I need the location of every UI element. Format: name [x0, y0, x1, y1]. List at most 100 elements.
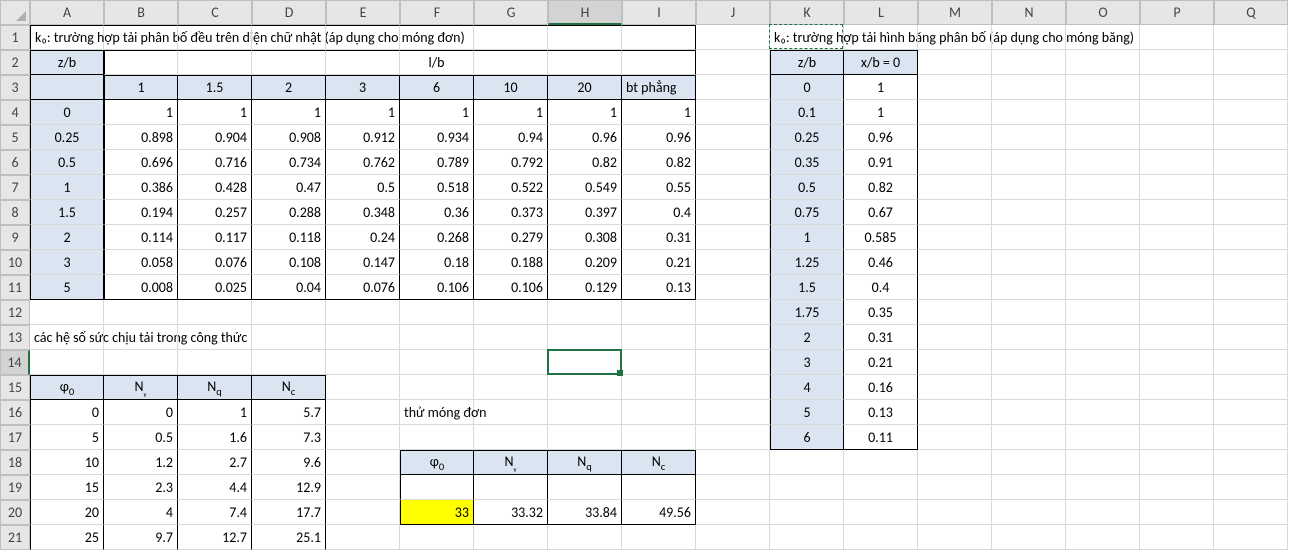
cell-D21[interactable]: 25.1 — [252, 525, 326, 550]
cell-G10[interactable]: 0.188 — [474, 250, 548, 275]
cell-I14[interactable] — [622, 350, 696, 375]
cell-F7[interactable]: 0.518 — [400, 175, 474, 200]
cell-D20[interactable]: 17.7 — [252, 500, 326, 525]
row-header-1[interactable]: 1 — [0, 25, 30, 50]
cell-I7[interactable]: 0.55 — [622, 175, 696, 200]
cell-B8[interactable]: 0.194 — [104, 200, 178, 225]
cell-P15[interactable] — [1140, 375, 1214, 400]
cell-L15[interactable]: 0.16 — [844, 375, 918, 400]
cell-Q2[interactable] — [1214, 50, 1288, 75]
cell-P14[interactable] — [1140, 350, 1214, 375]
cell-K1[interactable]: k₀: trường hợp tải hình băng phân bố (áp… — [770, 25, 844, 50]
cell-A5[interactable]: 0.25 — [30, 125, 104, 150]
cell-J12[interactable] — [696, 300, 770, 325]
cell-F18[interactable]: φ0 — [400, 450, 474, 475]
cell-G9[interactable]: 0.279 — [474, 225, 548, 250]
cell-K11[interactable]: 1.5 — [770, 275, 844, 300]
cell-C19[interactable]: 4.4 — [178, 475, 252, 500]
cell-P12[interactable] — [1140, 300, 1214, 325]
cell-L11[interactable]: 0.4 — [844, 275, 918, 300]
cell-M11[interactable] — [918, 275, 992, 300]
cell-J9[interactable] — [696, 225, 770, 250]
cell-Q15[interactable] — [1214, 375, 1288, 400]
cell-N11[interactable] — [992, 275, 1066, 300]
select-all-corner[interactable] — [0, 0, 30, 25]
row-header-11[interactable]: 11 — [0, 275, 30, 300]
cell-G19[interactable] — [474, 475, 548, 500]
cell-J14[interactable] — [696, 350, 770, 375]
cell-M12[interactable] — [918, 300, 992, 325]
cell-F21[interactable] — [400, 525, 474, 550]
cell-E9[interactable]: 0.24 — [326, 225, 400, 250]
cell-H2[interactable] — [548, 50, 622, 75]
cell-E1[interactable] — [326, 25, 400, 50]
cell-L19[interactable] — [844, 475, 918, 500]
cell-C13[interactable] — [178, 325, 252, 350]
cell-D4[interactable]: 1 — [252, 100, 326, 125]
cell-M20[interactable] — [918, 500, 992, 525]
cell-K5[interactable]: 0.25 — [770, 125, 844, 150]
cell-G15[interactable] — [474, 375, 548, 400]
cell-P18[interactable] — [1140, 450, 1214, 475]
cell-Q6[interactable] — [1214, 150, 1288, 175]
cell-L8[interactable]: 0.67 — [844, 200, 918, 225]
cell-J16[interactable] — [696, 400, 770, 425]
cell-E20[interactable] — [326, 500, 400, 525]
cell-D3[interactable]: 2 — [252, 75, 326, 100]
cell-H15[interactable] — [548, 375, 622, 400]
row-header-20[interactable]: 20 — [0, 500, 30, 525]
cell-O5[interactable] — [1066, 125, 1140, 150]
col-header-A[interactable]: A — [30, 0, 104, 25]
cell-J1[interactable] — [696, 25, 770, 50]
cell-Q17[interactable] — [1214, 425, 1288, 450]
cell-G17[interactable] — [474, 425, 548, 450]
cell-D17[interactable]: 7.3 — [252, 425, 326, 450]
cell-O15[interactable] — [1066, 375, 1140, 400]
cell-A16[interactable]: 0 — [30, 400, 104, 425]
cell-I9[interactable]: 0.31 — [622, 225, 696, 250]
cell-A21[interactable]: 25 — [30, 525, 104, 550]
cell-J10[interactable] — [696, 250, 770, 275]
cell-D6[interactable]: 0.734 — [252, 150, 326, 175]
cell-B6[interactable]: 0.696 — [104, 150, 178, 175]
cell-M17[interactable] — [918, 425, 992, 450]
row-header-19[interactable]: 19 — [0, 475, 30, 500]
cell-J17[interactable] — [696, 425, 770, 450]
cell-N19[interactable] — [992, 475, 1066, 500]
cell-O10[interactable] — [1066, 250, 1140, 275]
cell-Q7[interactable] — [1214, 175, 1288, 200]
cell-O3[interactable] — [1066, 75, 1140, 100]
cell-M5[interactable] — [918, 125, 992, 150]
cell-K15[interactable]: 4 — [770, 375, 844, 400]
cell-F9[interactable]: 0.268 — [400, 225, 474, 250]
cell-B17[interactable]: 0.5 — [104, 425, 178, 450]
row-header-10[interactable]: 10 — [0, 250, 30, 275]
cell-I8[interactable]: 0.4 — [622, 200, 696, 225]
cell-O20[interactable] — [1066, 500, 1140, 525]
cell-A8[interactable]: 1.5 — [30, 200, 104, 225]
cell-M8[interactable] — [918, 200, 992, 225]
cell-A6[interactable]: 0.5 — [30, 150, 104, 175]
col-header-Q[interactable]: Q — [1214, 0, 1288, 25]
cell-N21[interactable] — [992, 525, 1066, 550]
cell-H12[interactable] — [548, 300, 622, 325]
cell-H7[interactable]: 0.549 — [548, 175, 622, 200]
cell-I2[interactable] — [622, 50, 696, 75]
cell-O8[interactable] — [1066, 200, 1140, 225]
cell-I16[interactable] — [622, 400, 696, 425]
cell-O12[interactable] — [1066, 300, 1140, 325]
cell-N17[interactable] — [992, 425, 1066, 450]
cell-C8[interactable]: 0.257 — [178, 200, 252, 225]
cell-M7[interactable] — [918, 175, 992, 200]
cell-L17[interactable]: 0.11 — [844, 425, 918, 450]
cell-P19[interactable] — [1140, 475, 1214, 500]
cell-G16[interactable] — [474, 400, 548, 425]
cell-D9[interactable]: 0.118 — [252, 225, 326, 250]
row-header-12[interactable]: 12 — [0, 300, 30, 325]
cell-K6[interactable]: 0.35 — [770, 150, 844, 175]
cell-G3[interactable]: 10 — [474, 75, 548, 100]
cell-P8[interactable] — [1140, 200, 1214, 225]
cell-J5[interactable] — [696, 125, 770, 150]
cell-B2[interactable] — [104, 50, 178, 75]
cell-M4[interactable] — [918, 100, 992, 125]
